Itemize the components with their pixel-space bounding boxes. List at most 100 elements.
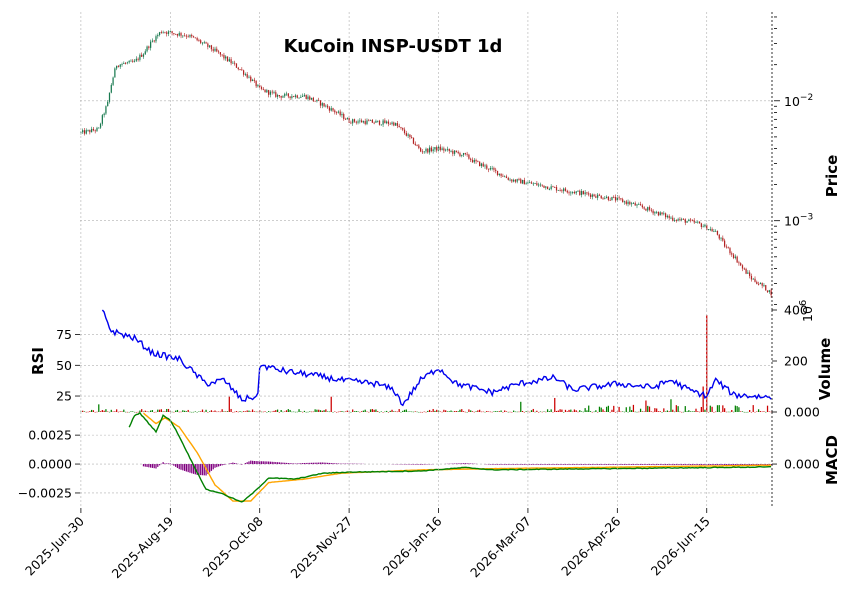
macd-histogram-bar [280,462,282,465]
volume-bar [702,386,704,412]
volume-bar [112,411,114,413]
volume-bar [502,411,504,413]
macd-histogram-bar [334,463,336,465]
candle-body [375,120,377,123]
volume-bar [477,410,479,412]
macd-histogram-bar [318,462,320,465]
macd-histogram-bar [518,464,520,465]
volume-bar [83,411,86,412]
volume-bar [192,411,195,413]
volume-bar [489,411,491,413]
macd-histogram-bar [743,464,745,465]
volume-bar [650,411,652,412]
candle-body [361,120,363,123]
volume-bar [92,410,95,412]
macd-histogram-bar [257,461,259,465]
macd-histogram-bar [166,463,168,465]
volume-bar [421,411,424,413]
volume-bar [423,411,425,413]
candle-body [654,212,656,214]
candle-body [350,122,352,124]
macd-histogram-bar [607,464,610,465]
macd-histogram-bar [729,464,731,465]
volume-bar [756,411,758,412]
candle-body [623,201,626,203]
macd-histogram-bar [604,464,606,465]
macd-histogram-bar [459,463,461,465]
volume-bar [298,409,300,412]
volume-bar [625,407,627,412]
macd-histogram-bar [597,464,599,465]
macd-histogram-bar [500,464,502,465]
volume-bar [235,411,238,412]
candle-body [661,212,663,215]
candle-body [160,32,162,34]
volume-bar [632,404,635,412]
candle-body [591,194,593,197]
candle-body [489,168,491,170]
candle-body [756,281,758,284]
volume-bar [514,411,517,413]
macd-histogram-bar [668,464,670,465]
candle-body [300,96,302,98]
volume-bar [276,409,279,412]
candle-body [394,123,397,126]
volume-bar [158,409,161,412]
candle-body [480,163,483,167]
candle-body [530,182,533,184]
candle-body [398,125,400,128]
volume-bar [284,411,286,412]
candle-body [87,129,89,131]
candle-body [695,222,697,223]
volume-bar [133,411,136,413]
candle-body [232,62,234,64]
candle-body [604,197,606,199]
candle-body [344,118,347,120]
macd-histogram-bar [158,464,161,466]
macd-histogram-bar [566,464,568,465]
candle-body [352,119,354,124]
macd-histogram-bar [512,464,515,465]
candle-body [98,127,100,129]
macd-histogram-bar [269,461,272,465]
macd-right-tick-label: 0.000 [784,457,820,472]
candle-body [96,127,98,131]
candle-body [246,74,248,78]
candle-body [318,99,320,101]
macd-histogram-bar [605,464,608,465]
macd-histogram-bar [693,464,695,465]
candle-body [364,121,366,124]
volume-bar [394,411,397,412]
candle-body [702,226,704,228]
volume-bar [318,409,320,412]
volume-bar [690,411,692,412]
candle-body [452,150,454,154]
candle-body [487,168,490,170]
volume-bar [588,405,590,412]
volume-bar [523,411,525,413]
macd-histogram-bar [716,464,719,465]
volume-bar [664,411,667,413]
candle-body [650,209,652,211]
candle-body [133,60,136,62]
volume-bar [768,411,770,413]
candle-body [622,199,624,203]
volume-bar [557,410,559,412]
volume-bar [475,411,477,412]
price-panel: 10−2 10−3 Price [80,16,841,305]
macd-histogram-bar [275,462,277,465]
macd-histogram-bar [704,464,706,465]
candle-body [250,76,252,82]
macd-histogram-bar [652,464,654,465]
macd-histogram-bar [614,464,617,465]
candle-body [412,137,415,144]
candle-body [421,151,424,153]
macd-histogram-bar [732,464,735,465]
volume-bar [715,411,717,413]
volume-bar [700,406,702,412]
macd-histogram-bar [723,464,726,465]
candle-body [380,124,382,126]
volume-bar [85,411,87,413]
macd-histogram-bar [196,464,198,475]
macd-histogram-bar [421,464,424,465]
